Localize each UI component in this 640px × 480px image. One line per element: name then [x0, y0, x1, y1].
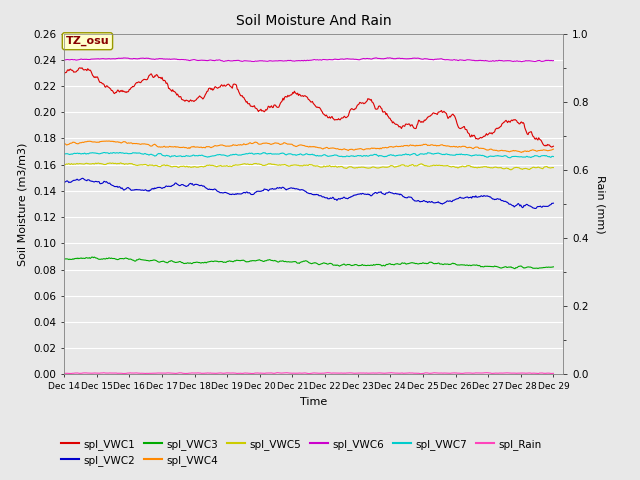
spl_VWC1: [349, 107, 357, 112]
Line: spl_VWC6: spl_VWC6: [64, 58, 554, 61]
spl_VWC1: [282, 94, 290, 100]
spl_Rain: [550, 371, 557, 376]
spl_VWC4: [550, 146, 557, 152]
spl_VWC4: [349, 147, 357, 153]
spl_VWC3: [282, 259, 290, 264]
spl_VWC2: [349, 193, 357, 199]
spl_VWC5: [429, 162, 437, 168]
spl_VWC1: [187, 97, 195, 103]
spl_Rain: [186, 370, 194, 376]
spl_VWC2: [60, 180, 68, 186]
X-axis label: Time: Time: [300, 396, 327, 407]
spl_VWC4: [518, 150, 525, 156]
spl_VWC5: [507, 167, 515, 173]
spl_VWC6: [429, 57, 437, 63]
spl_Rain: [60, 371, 68, 376]
spl_VWC7: [282, 152, 290, 158]
spl_VWC5: [187, 165, 195, 170]
spl_VWC7: [187, 153, 195, 159]
spl_VWC3: [550, 264, 557, 270]
Y-axis label: Soil Moisture (m3/m3): Soil Moisture (m3/m3): [18, 142, 28, 266]
spl_VWC5: [349, 165, 357, 171]
spl_VWC6: [147, 56, 154, 61]
spl_VWC6: [282, 58, 289, 64]
spl_VWC7: [60, 151, 68, 157]
spl_VWC5: [60, 162, 68, 168]
spl_VWC3: [388, 262, 396, 267]
spl_VWC3: [148, 258, 156, 264]
spl_VWC4: [187, 144, 195, 150]
spl_VWC6: [550, 58, 557, 63]
spl_VWC4: [148, 143, 156, 149]
spl_VWC4: [282, 141, 290, 146]
spl_VWC1: [548, 144, 556, 150]
spl_VWC2: [429, 200, 437, 205]
spl_VWC4: [429, 143, 437, 148]
Line: spl_VWC3: spl_VWC3: [64, 257, 554, 269]
spl_VWC2: [187, 180, 195, 186]
spl_VWC5: [388, 163, 396, 168]
spl_VWC3: [187, 260, 195, 266]
Legend: spl_VWC1, spl_VWC2, spl_VWC3, spl_VWC4, spl_VWC5, spl_VWC6, spl_VWC7, spl_Rain: spl_VWC1, spl_VWC2, spl_VWC3, spl_VWC4, …: [56, 434, 546, 470]
spl_VWC3: [429, 261, 437, 266]
spl_VWC2: [550, 200, 557, 206]
spl_VWC1: [148, 71, 156, 77]
spl_VWC3: [90, 254, 98, 260]
Line: spl_Rain: spl_Rain: [64, 372, 554, 374]
spl_VWC1: [60, 72, 68, 78]
spl_VWC2: [532, 205, 540, 211]
Line: spl_VWC2: spl_VWC2: [64, 178, 554, 208]
spl_VWC4: [60, 141, 68, 146]
spl_VWC4: [388, 144, 396, 150]
spl_Rain: [388, 370, 396, 375]
spl_VWC7: [550, 154, 557, 159]
spl_Rain: [147, 371, 154, 376]
spl_VWC6: [518, 59, 525, 64]
spl_VWC3: [60, 256, 68, 262]
spl_VWC6: [60, 57, 68, 63]
spl_VWC5: [282, 162, 290, 168]
Title: Soil Moisture And Rain: Soil Moisture And Rain: [236, 14, 392, 28]
spl_VWC1: [78, 65, 86, 71]
spl_VWC1: [388, 118, 396, 124]
spl_VWC5: [116, 160, 124, 166]
spl_VWC7: [101, 150, 109, 156]
spl_VWC7: [429, 151, 437, 157]
spl_VWC5: [148, 162, 156, 168]
spl_Rain: [324, 370, 332, 375]
spl_VWC6: [349, 56, 356, 62]
spl_VWC4: [105, 138, 113, 144]
spl_VWC6: [388, 56, 396, 61]
Text: TZ_osu: TZ_osu: [66, 36, 109, 47]
spl_Rain: [417, 371, 425, 377]
spl_VWC6: [186, 58, 194, 63]
spl_VWC2: [282, 187, 290, 193]
spl_VWC7: [148, 151, 156, 157]
spl_Rain: [282, 370, 289, 376]
Line: spl_VWC1: spl_VWC1: [64, 68, 554, 147]
spl_VWC2: [388, 190, 396, 196]
Line: spl_VWC7: spl_VWC7: [64, 153, 554, 158]
spl_VWC2: [79, 175, 86, 181]
spl_VWC1: [550, 144, 557, 149]
spl_VWC3: [349, 262, 357, 268]
spl_VWC2: [148, 186, 156, 192]
Line: spl_VWC5: spl_VWC5: [64, 163, 554, 170]
spl_VWC7: [388, 152, 396, 158]
spl_VWC7: [506, 155, 514, 161]
spl_VWC3: [511, 266, 519, 272]
spl_VWC1: [429, 110, 437, 116]
spl_VWC7: [349, 153, 357, 159]
spl_VWC5: [550, 165, 557, 170]
spl_Rain: [430, 370, 438, 376]
Line: spl_VWC4: spl_VWC4: [64, 141, 554, 153]
Y-axis label: Rain (mm): Rain (mm): [595, 175, 605, 233]
spl_Rain: [349, 371, 357, 376]
spl_VWC6: [372, 55, 380, 60]
